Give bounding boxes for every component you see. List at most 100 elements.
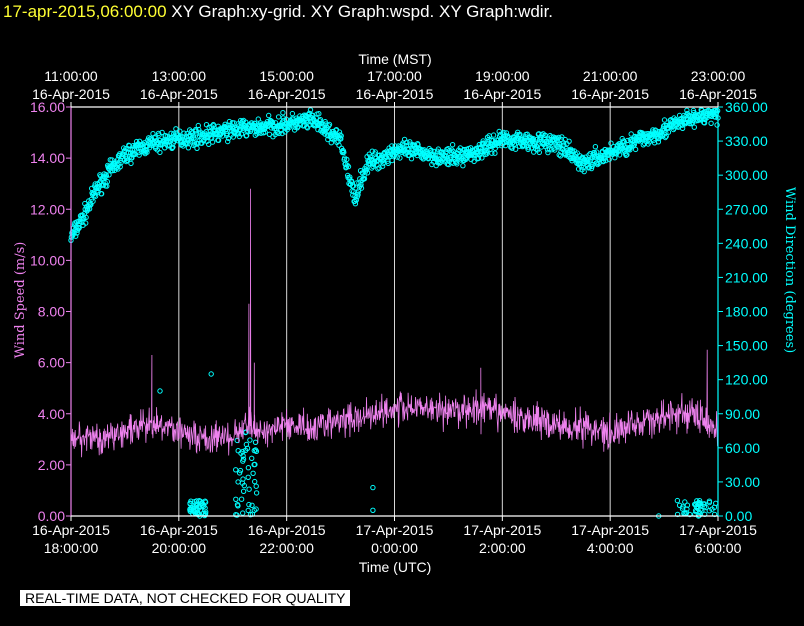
top-tick-date: 16-Apr-2015 — [140, 86, 218, 102]
wind-direction-point — [370, 507, 376, 513]
wind-direction-point — [358, 185, 365, 191]
wind-direction-point — [448, 154, 454, 161]
wind-direction-point — [322, 119, 328, 125]
bottom-tick-date: 17-Apr-2015 — [356, 522, 434, 538]
wind-direction-point — [674, 511, 681, 518]
wind-direction-point — [699, 508, 705, 514]
right-tick-label: 210.00 — [725, 269, 768, 285]
right-tick-label: 150.00 — [725, 338, 768, 354]
wind-direction-point — [436, 160, 443, 166]
wind-direction-point — [561, 142, 567, 148]
wind-direction-point — [289, 110, 296, 117]
wind-direction-point — [708, 120, 714, 127]
wind-direction-point — [350, 183, 356, 189]
wind-direction-point — [627, 147, 633, 153]
right-tick-label: 360.00 — [725, 99, 768, 115]
wind-direction-point — [118, 159, 124, 166]
wind-direction-point — [345, 163, 352, 170]
wind-direction-point — [73, 233, 79, 239]
wind-direction-point — [185, 145, 192, 151]
wind-direction-point — [603, 157, 609, 164]
wind-direction-point — [479, 155, 485, 161]
wind-direction-point — [177, 128, 183, 134]
wind-direction-point — [651, 137, 657, 143]
left-axis-title: Wind Speed (m/s) — [13, 242, 28, 359]
wind-direction-point — [188, 498, 194, 504]
wind-direction-point — [684, 107, 690, 114]
wind-direction-point — [569, 148, 576, 154]
wind-direction-point — [344, 162, 350, 168]
wind-direction-point — [249, 502, 255, 508]
axes: 0.00 2.00 4.00 6.00 8.00 10.00 12.00 14.00 16.00… — [30, 68, 768, 556]
top-axis-title: Time (MST) — [358, 51, 431, 67]
wind-direction-point — [397, 155, 403, 161]
wind-direction-point — [157, 388, 163, 394]
wind-direction-point — [484, 147, 490, 154]
wind-direction-point — [566, 138, 572, 145]
wind-direction-point — [361, 176, 368, 182]
wind-direction-point — [90, 198, 96, 204]
wind-direction-point — [640, 142, 646, 148]
wind-direction-point — [241, 482, 248, 489]
wind-direction-point — [394, 154, 400, 160]
left-tick-label: 12.00 — [30, 201, 65, 217]
wind-direction-point — [698, 506, 704, 513]
wind-direction-point — [106, 172, 112, 178]
wind-direction-point — [655, 139, 662, 145]
wind-direction-point — [341, 149, 347, 156]
wind-direction-point — [202, 499, 209, 505]
wind-direction-point — [191, 504, 198, 510]
wind-direction-point — [524, 131, 530, 137]
top-tick-date: 16-Apr-2015 — [679, 86, 757, 102]
wind-direction-point — [191, 135, 197, 141]
wind-direction-point — [364, 170, 371, 176]
wind-direction-point — [74, 230, 80, 236]
wind-direction-point — [83, 214, 89, 221]
wind-direction-point — [480, 138, 486, 144]
wind-direction-point — [103, 173, 110, 179]
wind-direction-point — [199, 500, 206, 506]
wind-direction-point — [364, 167, 370, 173]
wind-direction-point — [503, 130, 510, 136]
wind-direction-point — [355, 192, 361, 198]
top-tick-date: 16-Apr-2015 — [356, 86, 434, 102]
left-tick-label: 16.00 — [30, 99, 65, 115]
wind-direction-point — [235, 479, 241, 485]
wind-direction-point — [344, 156, 350, 163]
left-tick-label: 0.00 — [38, 508, 65, 524]
bottom-tick-date: 17-Apr-2015 — [679, 522, 757, 538]
top-tick-date: 16-Apr-2015 — [463, 86, 541, 102]
wind-direction-point — [208, 371, 214, 377]
wind-direction-point — [233, 496, 239, 502]
wind-direction-point — [250, 470, 256, 476]
wind-direction-point — [552, 147, 558, 153]
wind-direction-point — [209, 139, 216, 145]
wind-direction-point — [252, 439, 259, 445]
wind-speed-line — [70, 188, 719, 458]
wind-speed-series — [70, 188, 719, 458]
wind-direction-point — [235, 503, 241, 509]
wind-direction-point — [326, 121, 333, 128]
bottom-tick-time: 22:00:00 — [259, 540, 314, 556]
wind-direction-point — [616, 152, 623, 158]
wind-direction-point — [202, 505, 208, 511]
wind-direction-point — [255, 116, 261, 122]
wind-direction-point — [650, 127, 656, 133]
wind-direction-point — [600, 158, 607, 164]
top-tick-time: 13:00:00 — [152, 68, 207, 84]
right-tick-label: 90.00 — [725, 406, 760, 422]
wind-direction-point — [501, 129, 507, 136]
bottom-tick-date: 16-Apr-2015 — [140, 522, 218, 538]
wind-direction-point — [389, 143, 395, 149]
wind-direction-point — [559, 134, 565, 140]
wind-direction-point — [372, 149, 378, 155]
bottom-tick-time: 6:00:00 — [695, 540, 742, 556]
wind-direction-point — [240, 458, 246, 464]
wind-direction-point — [247, 437, 253, 443]
title-timestamp: 17-apr-2015,06:00:00 — [3, 2, 167, 21]
top-tick-time: 15:00:00 — [259, 68, 314, 84]
right-tick-label: 30.00 — [725, 474, 760, 490]
wind-direction-point — [696, 501, 702, 507]
wind-direction-point — [706, 498, 713, 504]
bottom-tick-time: 20:00:00 — [152, 540, 207, 556]
